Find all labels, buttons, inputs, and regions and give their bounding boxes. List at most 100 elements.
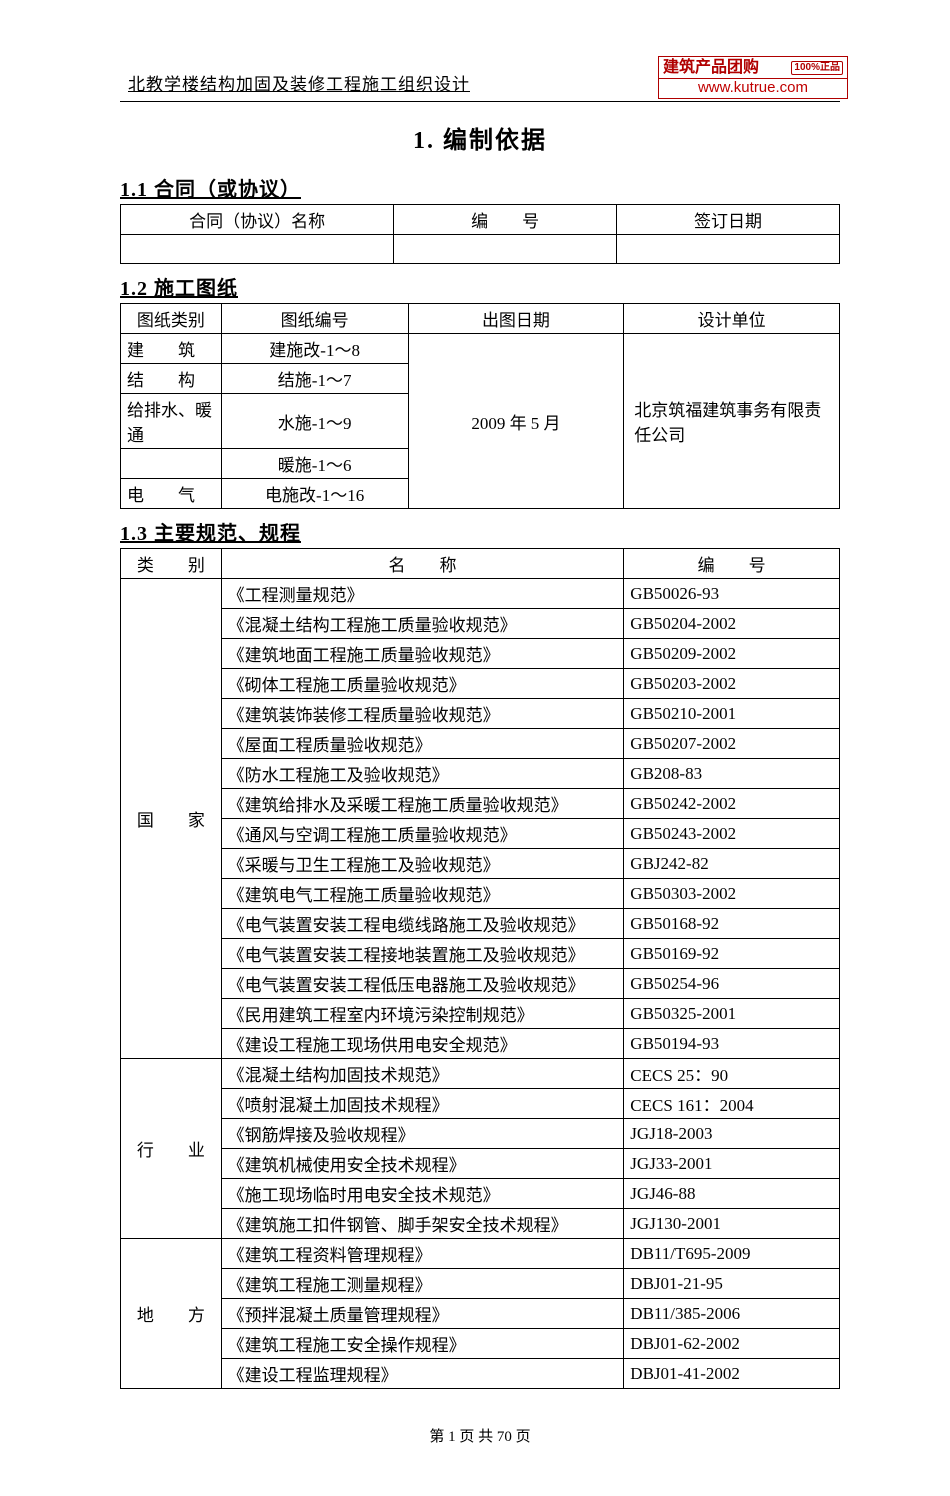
cell-standard-name: 《电气装置安装工程电缆线路施工及验收规范》 — [221, 909, 624, 939]
col-header: 编 号 — [624, 549, 840, 579]
cell-standard-name: 《电气装置安装工程低压电器施工及验收规范》 — [221, 969, 624, 999]
table-row: 《建筑电气工程施工质量验收规范》GB50303-2002 — [121, 879, 840, 909]
section-title: 1. 编制依据 — [120, 120, 840, 155]
cell-standard-code: GB50243-2002 — [624, 819, 840, 849]
cell-standard-name: 《建筑给排水及采暖工程施工质量验收规范》 — [221, 789, 624, 819]
table-row: 《电气装置安装工程接地装置施工及验收规范》GB50169-92 — [121, 939, 840, 969]
cell-number: 结施-1～7 — [221, 364, 408, 394]
cell-date: 2009 年 5 月 — [408, 334, 624, 509]
col-header: 图纸类别 — [121, 304, 222, 334]
cell-standard-code: GBJ242-82 — [624, 849, 840, 879]
cell-standard-code: GB50203-2002 — [624, 669, 840, 699]
table-row: 地 方《建筑工程资料管理规程》DB11/T695-2009 — [121, 1239, 840, 1269]
table-row: 《采暖与卫生工程施工及验收规范》GBJ242-82 — [121, 849, 840, 879]
table-row: 《混凝土结构工程施工质量验收规范》GB50204-2002 — [121, 609, 840, 639]
table-drawings: 图纸类别 图纸编号 出图日期 设计单位 建 筑建施改-1～82009 年 5 月… — [120, 303, 840, 509]
table-row: 《通风与空调工程施工质量验收规范》GB50243-2002 — [121, 819, 840, 849]
cell-standard-name: 《钢筋焊接及验收规程》 — [221, 1119, 624, 1149]
cell-designer: 北京筑福建筑事务有限责任公司 — [624, 334, 840, 509]
stamp-badge: 100%正品 — [791, 61, 843, 75]
table-row: 《钢筋焊接及验收规程》JGJ18-2003 — [121, 1119, 840, 1149]
cell-standard-code: CECS 25：90 — [624, 1059, 840, 1089]
cell-standard-name: 《建设工程施工现场供用电安全规范》 — [221, 1029, 624, 1059]
page-header: 北教学楼结构加固及装修工程施工组织设计 建筑产品团购 100%正品 www.ku… — [120, 70, 840, 102]
table-row: 《民用建筑工程室内环境污染控制规范》GB50325-2001 — [121, 999, 840, 1029]
stamp-text: 建筑产品团购 — [663, 60, 759, 76]
cell-standard-name: 《混凝土结构工程施工质量验收规范》 — [221, 609, 624, 639]
cell-standard-code: DB11/T695-2009 — [624, 1239, 840, 1269]
cell-standard-code: GB50325-2001 — [624, 999, 840, 1029]
cell-standard-name: 《预拌混凝土质量管理规程》 — [221, 1299, 624, 1329]
cell-category: 电 气 — [121, 479, 222, 509]
cell-standard-name: 《电气装置安装工程接地装置施工及验收规范》 — [221, 939, 624, 969]
col-header: 签订日期 — [617, 205, 840, 235]
cell-number: 暖施-1～6 — [221, 449, 408, 479]
cell-standard-code: GB208-83 — [624, 759, 840, 789]
cell-standard-code: JGJ46-88 — [624, 1179, 840, 1209]
cell-category — [121, 449, 222, 479]
cell-standard-code: GB50210-2001 — [624, 699, 840, 729]
cell-standard-code: GB50168-92 — [624, 909, 840, 939]
cell-standard-code: GB50303-2002 — [624, 879, 840, 909]
cell-standard-name: 《施工现场临时用电安全技术规范》 — [221, 1179, 624, 1209]
cell-category: 给排水、暖通 — [121, 394, 222, 449]
cell-standard-code: GB50242-2002 — [624, 789, 840, 819]
cell-standard-name: 《喷射混凝土加固技术规程》 — [221, 1089, 624, 1119]
cell-standard-code: GB50207-2002 — [624, 729, 840, 759]
cell-category: 行 业 — [121, 1059, 222, 1239]
table-row: 国 家《工程测量规范》GB50026-93 — [121, 579, 840, 609]
col-header: 类 别 — [121, 549, 222, 579]
cell-standard-name: 《建筑施工扣件钢管、脚手架安全技术规程》 — [221, 1209, 624, 1239]
cell-standard-code: CECS 161：2004 — [624, 1089, 840, 1119]
col-header: 编 号 — [394, 205, 617, 235]
col-header: 名 称 — [221, 549, 624, 579]
cell-standard-name: 《建筑机械使用安全技术规程》 — [221, 1149, 624, 1179]
table-row: 图纸类别 图纸编号 出图日期 设计单位 — [121, 304, 840, 334]
table-row: 《电气装置安装工程电缆线路施工及验收规范》GB50168-92 — [121, 909, 840, 939]
table-row: 《喷射混凝土加固技术规程》CECS 161：2004 — [121, 1089, 840, 1119]
page-footer: 第 1 页 共 70 页 — [120, 1425, 840, 1446]
table-row: 《建筑机械使用安全技术规程》JGJ33-2001 — [121, 1149, 840, 1179]
cell-category: 结 构 — [121, 364, 222, 394]
col-header: 合同（协议）名称 — [121, 205, 394, 235]
stamp-url: www.kutrue.com — [659, 79, 847, 98]
cell-standard-code: JGJ18-2003 — [624, 1119, 840, 1149]
cell-number: 水施-1～9 — [221, 394, 408, 449]
table-row: 《建设工程施工现场供用电安全规范》GB50194-93 — [121, 1029, 840, 1059]
table-row: 《预拌混凝土质量管理规程》DB11/385-2006 — [121, 1299, 840, 1329]
table-row: 类 别 名 称 编 号 — [121, 549, 840, 579]
cell-standard-name: 《建筑电气工程施工质量验收规范》 — [221, 879, 624, 909]
table-row — [121, 235, 840, 264]
table-row: 《电气装置安装工程低压电器施工及验收规范》GB50254-96 — [121, 969, 840, 999]
cell-standard-code: JGJ33-2001 — [624, 1149, 840, 1179]
table-row: 《防水工程施工及验收规范》GB208-83 — [121, 759, 840, 789]
cell-standard-name: 《通风与空调工程施工质量验收规范》 — [221, 819, 624, 849]
cell-standard-code: JGJ130-2001 — [624, 1209, 840, 1239]
col-header: 设计单位 — [624, 304, 840, 334]
heading-1-2: 1.2 施工图纸 — [120, 272, 840, 301]
cell-standard-name: 《砌体工程施工质量验收规范》 — [221, 669, 624, 699]
cell-standard-code: GB50254-96 — [624, 969, 840, 999]
table-standards: 类 别 名 称 编 号 国 家《工程测量规范》GB50026-93《混凝土结构工… — [120, 548, 840, 1389]
table-row: 《建设工程监理规程》DBJ01-41-2002 — [121, 1359, 840, 1389]
table-row: 《建筑给排水及采暖工程施工质量验收规范》GB50242-2002 — [121, 789, 840, 819]
table-row: 建 筑建施改-1～82009 年 5 月北京筑福建筑事务有限责任公司 — [121, 334, 840, 364]
table-contract: 合同（协议）名称 编 号 签订日期 — [120, 204, 840, 264]
cell-standard-code: DBJ01-41-2002 — [624, 1359, 840, 1389]
cell-standard-code: GB50194-93 — [624, 1029, 840, 1059]
table-row: 《建筑地面工程施工质量验收规范》GB50209-2002 — [121, 639, 840, 669]
heading-1-3: 1.3 主要规范、规程 — [120, 517, 840, 546]
watermark-stamp: 建筑产品团购 100%正品 www.kutrue.com — [658, 56, 848, 99]
cell-standard-code: DB11/385-2006 — [624, 1299, 840, 1329]
cell-number: 建施改-1～8 — [221, 334, 408, 364]
cell-standard-name: 《屋面工程质量验收规范》 — [221, 729, 624, 759]
cell-number: 电施改-1～16 — [221, 479, 408, 509]
cell-standard-code: DBJ01-21-95 — [624, 1269, 840, 1299]
table-row: 《屋面工程质量验收规范》GB50207-2002 — [121, 729, 840, 759]
cell-standard-code: GB50204-2002 — [624, 609, 840, 639]
cell-category: 建 筑 — [121, 334, 222, 364]
cell-standard-code: GB50209-2002 — [624, 639, 840, 669]
cell-standard-name: 《防水工程施工及验收规范》 — [221, 759, 624, 789]
col-header: 出图日期 — [408, 304, 624, 334]
table-row: 《建筑施工扣件钢管、脚手架安全技术规程》JGJ130-2001 — [121, 1209, 840, 1239]
